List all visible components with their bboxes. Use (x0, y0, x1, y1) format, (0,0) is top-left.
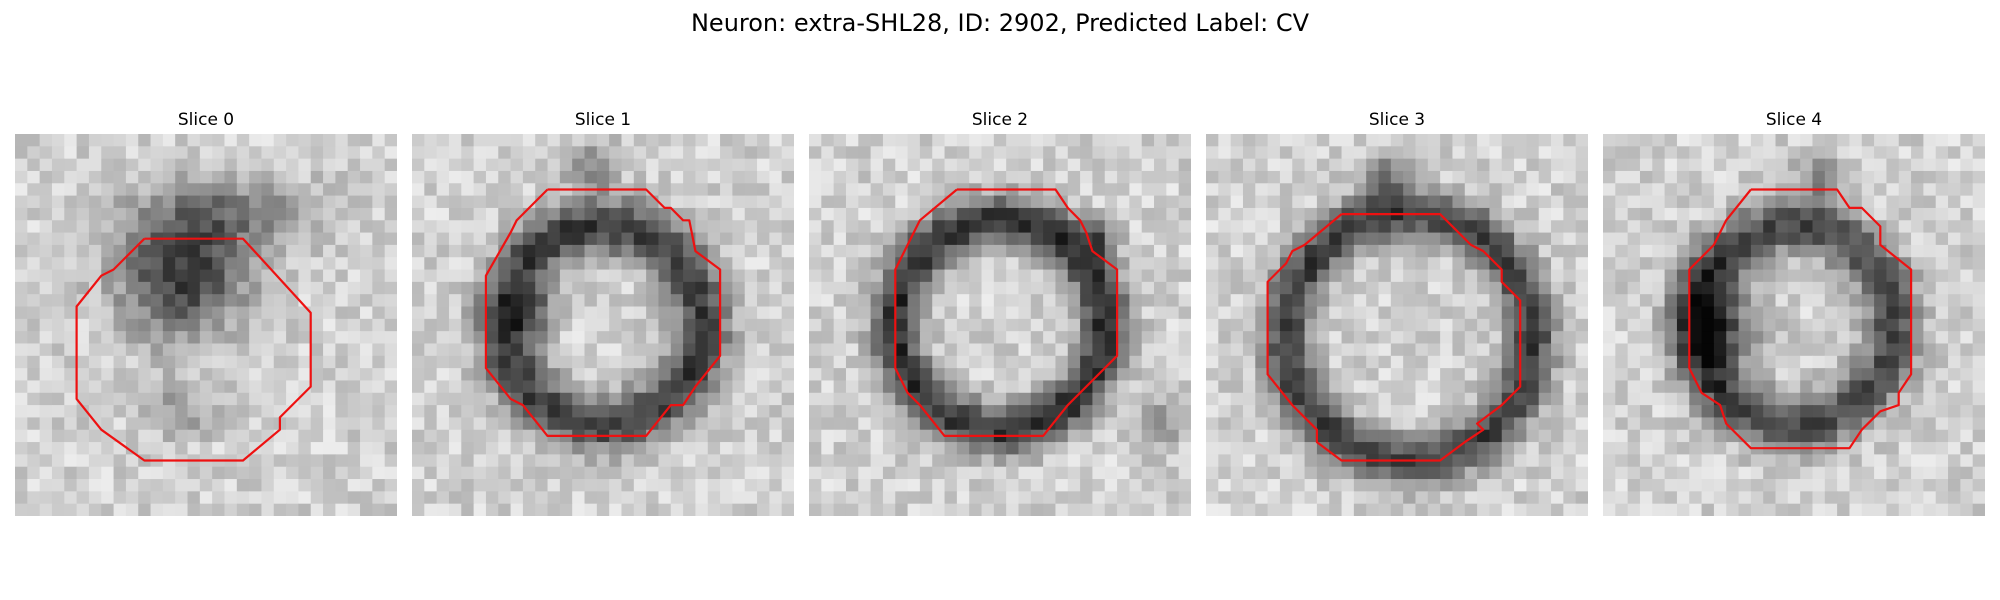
em-patch-svg (1206, 134, 1588, 516)
slice-title: Slice 0 (15, 110, 397, 130)
em-image (809, 134, 1191, 516)
figure-title: Neuron: extra-SHL28, ID: 2902, Predicted… (0, 8, 2000, 38)
em-patch-svg (809, 134, 1191, 516)
em-patch-svg (1603, 134, 1985, 516)
em-image (1603, 134, 1985, 516)
slice-title: Slice 4 (1603, 110, 1985, 130)
slice-title: Slice 1 (412, 110, 794, 130)
slice-title: Slice 3 (1206, 110, 1588, 130)
em-image (1206, 134, 1588, 516)
slice-title: Slice 2 (809, 110, 1191, 130)
em-image (15, 134, 397, 516)
em-image (412, 134, 794, 516)
em-patch-svg (412, 134, 794, 516)
em-patch-svg (15, 134, 397, 516)
